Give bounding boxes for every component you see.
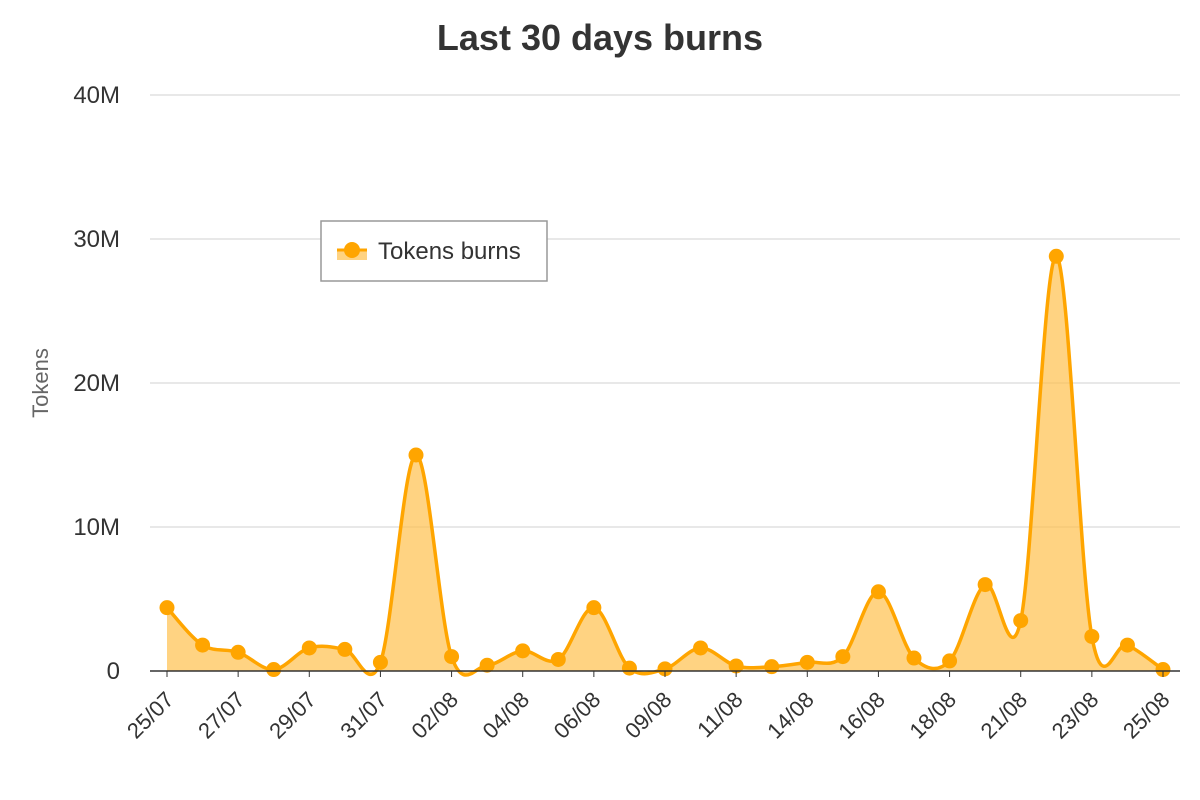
x-tick-label: 25/08 bbox=[1118, 687, 1175, 744]
data-point[interactable] bbox=[835, 649, 851, 665]
data-point[interactable] bbox=[693, 640, 709, 656]
series-area-fill bbox=[167, 256, 1163, 676]
y-tick-label: 10M bbox=[73, 514, 120, 541]
x-tick-label: 31/07 bbox=[335, 687, 392, 744]
x-tick-label: 09/08 bbox=[620, 687, 677, 744]
x-tick-label: 02/08 bbox=[406, 687, 463, 744]
data-point[interactable] bbox=[799, 654, 815, 670]
data-point[interactable] bbox=[1013, 613, 1029, 629]
y-tick-label: 20M bbox=[73, 370, 120, 397]
x-tick-label: 27/07 bbox=[193, 687, 250, 744]
data-point[interactable] bbox=[977, 577, 993, 593]
x-tick-label: 25/07 bbox=[122, 687, 179, 744]
x-tick-label: 18/08 bbox=[904, 687, 961, 744]
data-point[interactable] bbox=[657, 661, 673, 677]
x-tick-label: 11/08 bbox=[692, 687, 747, 742]
data-point[interactable] bbox=[1155, 662, 1171, 678]
data-point[interactable] bbox=[266, 662, 282, 678]
data-point[interactable] bbox=[337, 641, 353, 657]
y-tick-label: 40M bbox=[73, 82, 120, 109]
x-tick-label: 04/08 bbox=[478, 687, 535, 744]
x-tick-label: 29/07 bbox=[264, 687, 321, 744]
data-point[interactable] bbox=[728, 658, 744, 674]
legend[interactable]: Tokens burns bbox=[320, 220, 548, 282]
chart-title: Last 30 days burns bbox=[437, 17, 763, 58]
data-point[interactable] bbox=[906, 650, 922, 666]
data-point[interactable] bbox=[301, 640, 317, 656]
data-point[interactable] bbox=[444, 649, 460, 665]
gridlines bbox=[150, 94, 1180, 528]
data-point[interactable] bbox=[870, 584, 886, 600]
x-tick-label: 14/08 bbox=[762, 687, 819, 744]
data-point[interactable] bbox=[230, 644, 246, 660]
legend-marker-icon bbox=[344, 242, 360, 258]
y-axis-title: Tokens bbox=[28, 348, 53, 418]
series-line bbox=[165, 254, 1165, 677]
series-markers bbox=[159, 248, 1171, 678]
data-point[interactable] bbox=[515, 643, 531, 659]
y-tick-label: 30M bbox=[73, 226, 120, 253]
data-point[interactable] bbox=[408, 447, 424, 463]
data-point[interactable] bbox=[621, 660, 637, 676]
data-point[interactable] bbox=[159, 600, 175, 616]
x-tick-label: 06/08 bbox=[549, 687, 606, 744]
data-point[interactable] bbox=[764, 659, 780, 675]
data-point[interactable] bbox=[942, 653, 958, 669]
data-point[interactable] bbox=[1048, 248, 1064, 264]
x-tick-label: 21/08 bbox=[976, 687, 1033, 744]
data-point[interactable] bbox=[479, 657, 495, 673]
series-area-layer bbox=[165, 254, 1165, 677]
data-point[interactable] bbox=[586, 600, 602, 616]
x-tick-label: 23/08 bbox=[1047, 687, 1104, 744]
y-tick-label: 0 bbox=[107, 658, 120, 685]
y-axis-ticks: 0 10M 20M 30M 40M bbox=[73, 82, 120, 685]
data-point[interactable] bbox=[372, 654, 388, 670]
data-point[interactable] bbox=[195, 637, 211, 653]
x-tick-label: 16/08 bbox=[833, 687, 890, 744]
data-point[interactable] bbox=[550, 651, 566, 667]
data-point[interactable] bbox=[1119, 637, 1135, 653]
x-axis-ticks: 25/07 27/07 29/07 31/07 02/08 04/08 06/08 09/08… bbox=[122, 671, 1175, 743]
legend-label: Tokens burns bbox=[378, 238, 521, 265]
data-point[interactable] bbox=[1084, 628, 1100, 644]
